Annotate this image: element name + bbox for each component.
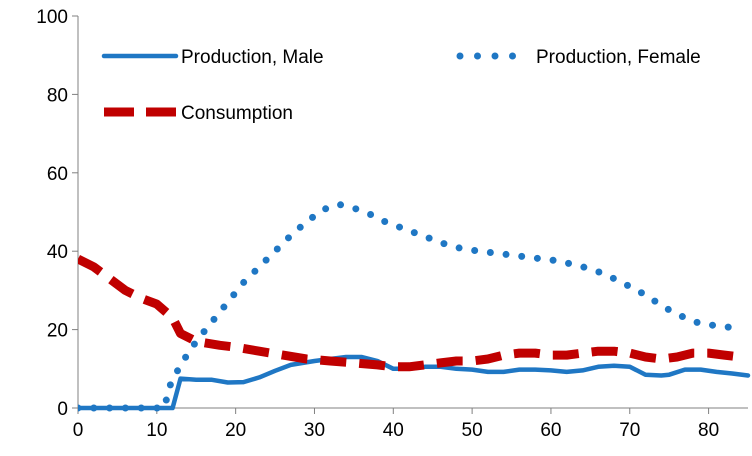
y-tick-label: 80 (47, 85, 68, 106)
y-tick-label: 0 (57, 399, 68, 420)
legend-label-production-female: Production, Female (536, 47, 701, 68)
x-tick-label: 40 (383, 420, 404, 441)
x-tick-label: 60 (540, 420, 561, 441)
y-tick-label: 100 (36, 7, 68, 28)
legend-label-consumption: Consumption (181, 103, 293, 124)
x-tick-label: 30 (304, 420, 325, 441)
y-tick-label: 60 (47, 164, 68, 185)
x-tick-label: 10 (146, 420, 167, 441)
x-tick-label: 0 (73, 420, 84, 441)
series-line-production-female (78, 200, 736, 412)
series-layer (78, 200, 751, 412)
axes: 0 20 40 60 80 100 0 10 20 30 40 50 60 70 80 (36, 7, 748, 441)
x-tick-label: 50 (462, 420, 483, 441)
series-line-consumption (78, 254, 741, 372)
legend: Production, Male Production, Female Consum… (101, 47, 701, 124)
y-tick-label: 40 (47, 242, 68, 263)
x-tick-label: 80 (698, 420, 719, 441)
y-tick-label: 20 (47, 321, 68, 342)
legend-label-production-male: Production, Male (181, 47, 324, 68)
x-tick-label: 20 (225, 420, 246, 441)
x-tick-label: 70 (619, 420, 640, 441)
